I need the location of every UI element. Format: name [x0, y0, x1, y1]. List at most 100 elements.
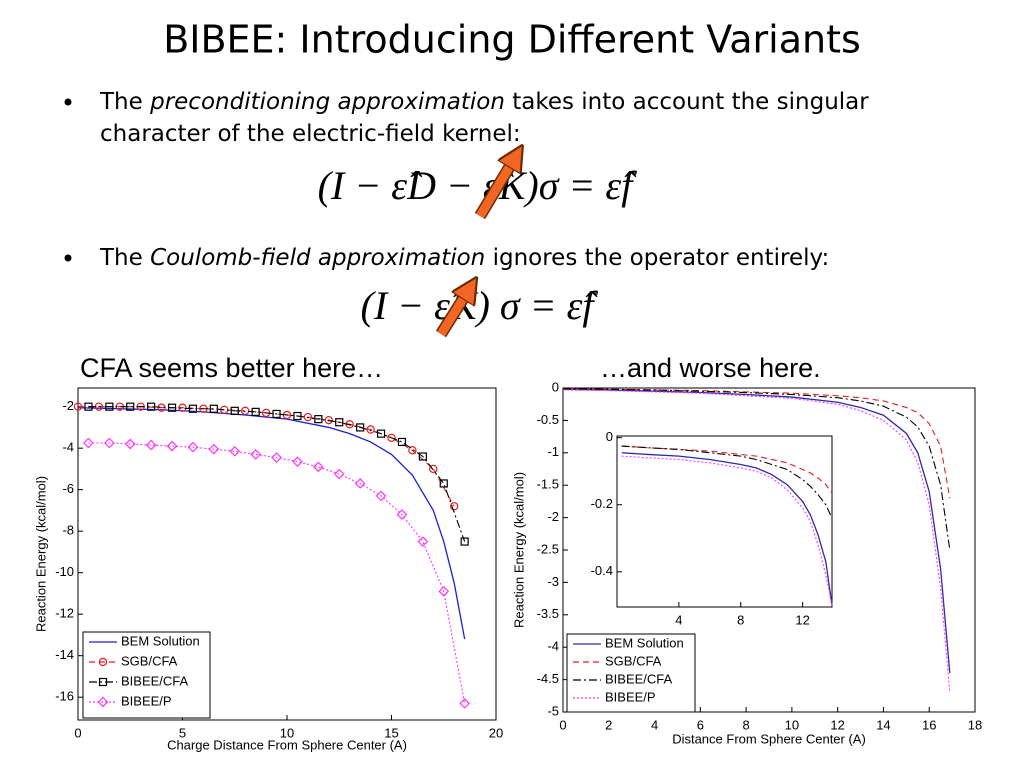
annotation: …and worse here. [600, 353, 821, 383]
legend: BEM Solution SGB/CFA BIBEE/CFA BIBEE/P [566, 633, 696, 713]
series-line [621, 445, 833, 519]
marker [105, 402, 114, 411]
x-axis-label: Charge Distance From Sphere Center (A) [167, 737, 407, 752]
marker [98, 677, 108, 687]
y-tick-label: -5 [547, 703, 559, 718]
marker [104, 437, 115, 449]
legend: BEM Solution SGB/CFA BIBEE/CFA BIBEE/P [82, 631, 211, 719]
y-tick-label: -0.4 [591, 563, 613, 578]
y-tick-label: -8 [62, 523, 74, 538]
series-line [562, 388, 951, 674]
y-tick-label: -12 [55, 606, 74, 621]
series-line [562, 388, 951, 499]
marker [188, 404, 198, 413]
x-tick-label: 8 [737, 612, 744, 627]
marker [429, 464, 438, 474]
legend-label: BEM Solution [605, 635, 684, 650]
bullet-text: The Coulomb-field approximation ignores … [99, 245, 829, 271]
y-tick-label: -1 [547, 444, 559, 459]
x-tick-label: 18 [968, 717, 982, 732]
marker [209, 404, 218, 413]
series-line [88, 442, 466, 704]
marker [292, 456, 303, 468]
text-span: The [99, 89, 150, 115]
bullet-list: The preconditioning approximation takes … [64, 89, 869, 328]
marker [84, 402, 93, 411]
marker [293, 411, 302, 421]
marker [124, 438, 136, 450]
y-tick-label: -6 [62, 481, 74, 496]
y-tick-label: 0 [606, 429, 613, 444]
series-line [621, 455, 833, 606]
marker [376, 429, 386, 438]
series-line [88, 406, 466, 542]
x-tick-label: 10 [280, 725, 294, 740]
legend-label: BIBEE/P [121, 693, 172, 708]
legend-label: SGB/CFA [121, 653, 178, 668]
marker [208, 443, 220, 455]
marker [166, 440, 178, 452]
italic-term: Coulomb-field approximation [150, 245, 485, 271]
x-tick-label: 0 [559, 717, 566, 732]
marker [240, 406, 250, 416]
marker [272, 409, 281, 419]
marker [303, 412, 313, 422]
marker [387, 433, 396, 442]
marker [73, 402, 83, 411]
marker [397, 437, 407, 447]
marker [145, 439, 157, 451]
marker [314, 415, 323, 424]
plot: 0 5 10 15 20 -2 -4 -6 -8 -10 -12 -14 -16 CFA seems be… [33, 353, 503, 752]
x-tick-label: 0 [74, 725, 81, 740]
x-axis-label: Distance From Sphere Center (A) [672, 731, 866, 746]
legend-box [566, 633, 696, 713]
y-tick-label: -0.5 [537, 412, 559, 427]
y-tick-label: -0.2 [591, 496, 613, 511]
series-line [621, 445, 833, 494]
x-tick-label: 6 [697, 717, 704, 732]
marker [126, 402, 135, 411]
annotation: CFA seems better here… [80, 353, 383, 383]
text-span: takes into account the singular [505, 89, 869, 115]
y-tick-label: -3.5 [537, 606, 559, 621]
legend-label: BIBEE/P [605, 689, 656, 704]
marker [313, 461, 324, 473]
x-tick-label: 8 [742, 717, 749, 732]
marker [324, 415, 333, 425]
x-tick-label: 4 [651, 717, 658, 732]
equation: (I − ε̂D − ε̂K)σ = ε̂f [318, 163, 638, 208]
x-tick-label: 4 [675, 612, 682, 627]
equation: (I − ε̂K) σ = ε̂f [361, 283, 599, 328]
x-tick-label: 14 [876, 717, 890, 732]
x-tick-label: 16 [922, 717, 936, 732]
series-line [621, 452, 833, 606]
y-tick-label: -2 [547, 509, 559, 524]
bullet-text: character of the electric-field kernel: [100, 121, 521, 147]
y-tick-label: -2.5 [537, 541, 559, 556]
marker [439, 479, 448, 488]
marker [450, 502, 459, 511]
marker [408, 446, 417, 455]
italic-term: preconditioning approximation [149, 89, 505, 115]
marker [375, 490, 387, 502]
legend-label: SGB/CFA [605, 653, 662, 668]
slide-title: BIBEE: Introducing Different Variants [163, 18, 861, 62]
legend-label: BIBEE/CFA [605, 671, 673, 686]
y-tick-label: -4 [62, 440, 74, 455]
y-axis-label: Reaction Energy (kcal/mol) [33, 476, 48, 632]
y-axis-label: Reaction Energy (kcal/mol) [511, 472, 526, 628]
y-tick-label: -1.5 [537, 477, 559, 492]
marker [147, 402, 156, 411]
x-tick-label: 12 [830, 717, 844, 732]
marker [438, 586, 450, 597]
marker [366, 425, 375, 434]
y-tick-label: -16 [55, 689, 74, 704]
text-span: The [99, 245, 150, 271]
marker [187, 441, 199, 453]
x-tick-label: 20 [489, 725, 503, 740]
plot: 4 8 12 0 -0.2 -0.4 [591, 429, 833, 627]
marker [460, 537, 469, 546]
marker [251, 407, 260, 416]
marker [98, 657, 108, 667]
